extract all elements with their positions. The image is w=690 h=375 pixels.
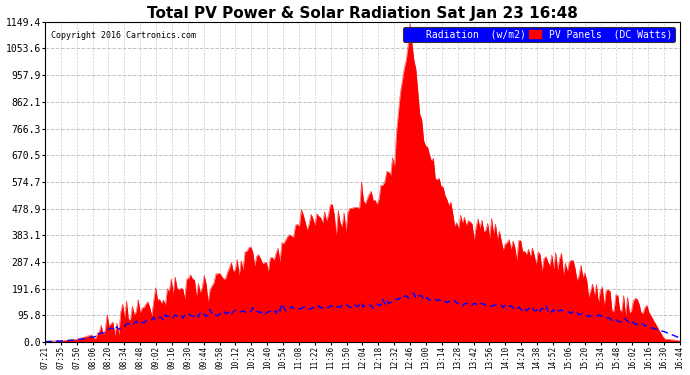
Text: Copyright 2016 Cartronics.com: Copyright 2016 Cartronics.com <box>51 32 197 40</box>
Legend: Radiation  (w/m2), PV Panels  (DC Watts): Radiation (w/m2), PV Panels (DC Watts) <box>403 27 675 42</box>
Title: Total PV Power & Solar Radiation Sat Jan 23 16:48: Total PV Power & Solar Radiation Sat Jan… <box>147 6 578 21</box>
